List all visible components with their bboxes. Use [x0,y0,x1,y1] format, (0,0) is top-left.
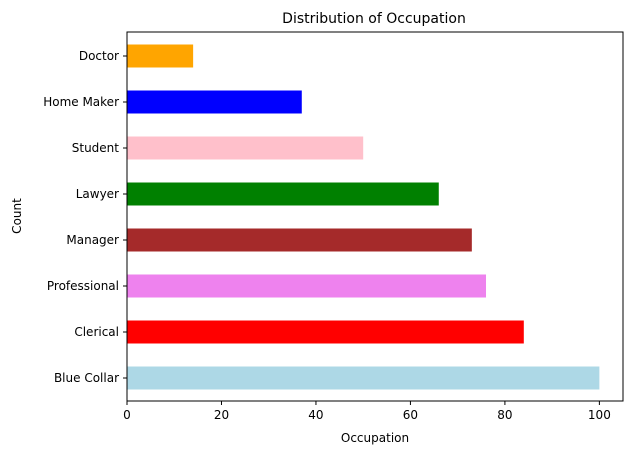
chart-title: Distribution of Occupation [282,11,466,27]
x-tick-label: 100 [588,408,611,422]
y-tick-label: Blue Collar [54,371,119,385]
bar-home-maker [127,90,302,114]
y-tick-label: Clerical [74,325,119,339]
x-tick-label: 20 [214,408,229,422]
bar-doctor [127,44,194,68]
bar-manager [127,228,472,252]
x-tick-label: 60 [403,408,418,422]
y-tick-label: Lawyer [76,187,119,201]
plot-frame [126,31,624,402]
y-axis-label: Count [10,198,24,234]
bar-clerical [127,320,524,344]
bar-blue-collar [127,366,600,390]
y-tick-label: Professional [47,279,119,293]
y-tick-label: Manager [66,233,119,247]
y-tick-label: Home Maker [43,95,119,109]
x-tick-label: 80 [497,408,512,422]
bar-lawyer [127,182,439,206]
y-tick-label: Student [72,141,120,155]
bar-professional [127,274,487,298]
x-tick-label: 0 [123,408,131,422]
x-tick-label: 40 [308,408,323,422]
bar-student [127,136,364,160]
y-tick-label: Doctor [79,49,119,63]
x-axis-label: Occupation [341,431,409,445]
